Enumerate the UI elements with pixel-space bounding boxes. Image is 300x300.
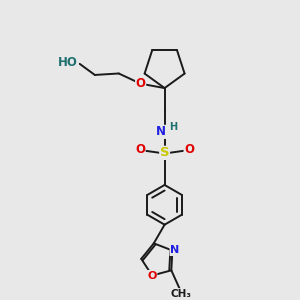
Text: HO: HO: [58, 56, 78, 69]
Text: H: H: [169, 122, 177, 132]
Text: CH₃: CH₃: [170, 289, 191, 299]
Text: N: N: [170, 245, 179, 256]
Text: S: S: [160, 146, 169, 159]
Text: O: O: [136, 77, 146, 90]
Text: N: N: [156, 125, 166, 138]
Text: O: O: [135, 143, 145, 156]
Text: O: O: [184, 143, 194, 156]
Text: O: O: [147, 271, 157, 281]
